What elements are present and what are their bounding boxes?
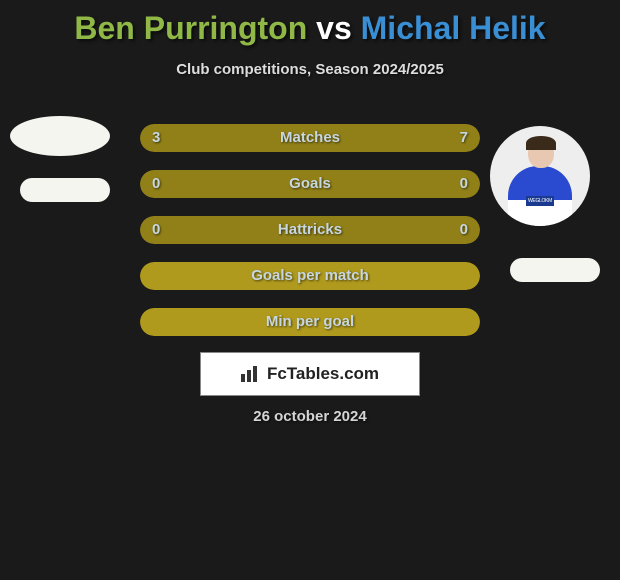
player1-name: Ben Purrington <box>74 10 307 46</box>
bar-label: Min per goal <box>140 308 480 336</box>
bar-label: Goals per match <box>140 262 480 290</box>
bar-label: Goals <box>140 170 480 198</box>
bar-chart-icon <box>241 366 261 382</box>
player1-avatar <box>10 116 110 156</box>
stat-bar-row: Min per goal <box>140 308 480 336</box>
bar-label: Matches <box>140 124 480 152</box>
bar-label: Hattricks <box>140 216 480 244</box>
stat-bar-row: 00Goals <box>140 170 480 198</box>
stat-bar-row: 37Matches <box>140 124 480 152</box>
fctables-logo[interactable]: FcTables.com <box>200 352 420 396</box>
stat-bar-row: Goals per match <box>140 262 480 290</box>
stats-bars: 37Matches 00Goals 00Hattricks Goals per mat… <box>140 124 480 354</box>
comparison-title: Ben Purrington vs Michal Helik <box>0 0 620 47</box>
date-label: 26 october 2024 <box>0 408 620 425</box>
player2-flag <box>510 258 600 282</box>
player2-hair <box>526 136 556 150</box>
stat-bar-row: 00Hattricks <box>140 216 480 244</box>
player2-name: Michal Helik <box>361 10 546 46</box>
vs-text: vs <box>316 10 352 46</box>
player2-avatar: WEGLOKM <box>490 126 590 226</box>
subtitle: Club competitions, Season 2024/2025 <box>0 61 620 78</box>
player2-badge: WEGLOKM <box>526 196 554 206</box>
player1-flag <box>20 178 110 202</box>
logo-text: FcTables.com <box>267 364 379 384</box>
